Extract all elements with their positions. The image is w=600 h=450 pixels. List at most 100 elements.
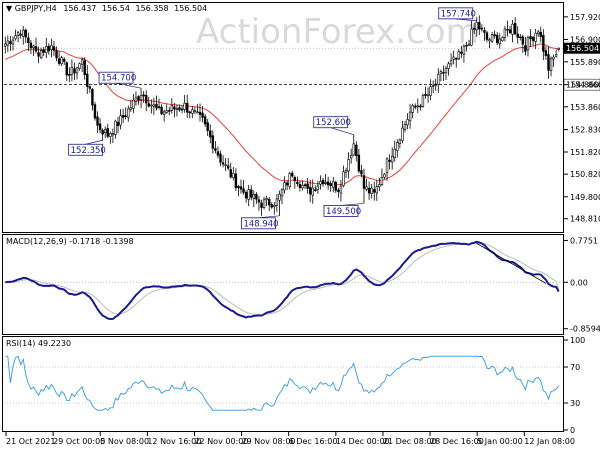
candle-body (91, 88, 94, 106)
candle-body (157, 106, 161, 108)
candle-body (380, 176, 384, 185)
macd-tick-label: 0.7751 (570, 236, 598, 245)
annotation-connector (85, 139, 103, 145)
rsi-tick-label: 0 (570, 426, 575, 435)
candle-body (232, 173, 235, 178)
candle-body (444, 67, 448, 73)
candle-body (260, 202, 263, 208)
macd-tick-label: 0.00 (570, 278, 588, 287)
candle-body (465, 44, 468, 47)
candle-body (306, 183, 309, 189)
price-tick-label: 149.800 (570, 193, 600, 202)
candle-body (70, 66, 74, 75)
candle-body (29, 42, 33, 49)
candle-body (160, 106, 163, 115)
price-tick-label: 152.830 (570, 126, 600, 135)
candle-body (483, 30, 486, 33)
candle-body (414, 105, 417, 108)
candle-body (549, 58, 553, 71)
candle-body (162, 111, 166, 115)
price-tick-label: 150.820 (570, 170, 600, 179)
candle-body (239, 186, 243, 190)
candle-body (183, 102, 186, 110)
candle-body (191, 109, 194, 114)
candle-body (408, 111, 412, 122)
price-axis: 157.920 156.900 155.890 154.860 153.860 152.8… (564, 13, 600, 224)
candle-body (447, 63, 450, 69)
candle-body (124, 115, 127, 118)
candle-body (60, 57, 63, 65)
annotation-label: 152.600 (316, 118, 351, 128)
price-tick-label: 156.900 (570, 35, 600, 44)
candle-body (229, 169, 232, 178)
candle-body (86, 73, 89, 87)
candle-body (470, 28, 473, 46)
annotation-box (98, 71, 134, 84)
candle-body (367, 187, 371, 194)
candle-body (547, 54, 550, 71)
candle-body (185, 102, 189, 113)
candle-body (214, 148, 217, 151)
candle-body (75, 67, 79, 74)
candle-body (198, 111, 202, 115)
candle-body (321, 179, 325, 185)
candle-body (47, 45, 51, 52)
candle-body (273, 205, 276, 207)
candle-body (357, 154, 361, 172)
candle-body (516, 33, 519, 38)
candle-body (219, 153, 222, 163)
candle-body (552, 56, 555, 60)
candle-body (139, 95, 143, 101)
candle-body (57, 58, 61, 64)
candle-body (462, 45, 466, 55)
candle-body (226, 165, 230, 169)
candle-body (129, 107, 133, 110)
candle-body (293, 177, 297, 182)
candle-body (342, 171, 345, 186)
candle-body (244, 191, 248, 199)
candle-body (406, 119, 409, 126)
open-value: 156.437 (63, 4, 96, 13)
candle-body (280, 189, 284, 197)
candle-body (114, 120, 117, 135)
price-tick-label: 153.860 (570, 103, 600, 112)
candle-body (316, 185, 320, 190)
candle-body (221, 162, 225, 165)
candle-body (301, 184, 304, 189)
price-header: ▼ GBPJPY,H4 156.437 156.54 156.358 156.5… (6, 4, 207, 13)
candle-body (257, 199, 261, 203)
annotation-label: 152.350 (71, 146, 106, 156)
candle-body (152, 104, 156, 107)
candle-body (216, 151, 220, 156)
candle-body (145, 95, 148, 104)
candle-body (411, 105, 414, 113)
annotation-box (438, 7, 474, 20)
candle-body (137, 96, 140, 101)
candle-body (267, 198, 271, 206)
time-tick-label: 14 Dec 00:00 (336, 437, 390, 446)
candle-body (524, 45, 527, 52)
candle-body (557, 47, 560, 51)
candle-body (209, 130, 212, 138)
candle-body (314, 189, 317, 191)
candle-body (83, 60, 86, 76)
candle-body (390, 155, 394, 163)
candle-body (488, 39, 491, 42)
rsi-tick-label: 100 (570, 336, 585, 345)
candle-body (275, 198, 279, 206)
candle-body (147, 103, 150, 107)
candle-body (237, 185, 240, 189)
candle-body (467, 43, 471, 46)
candle-body (45, 46, 48, 53)
candle-body (288, 173, 291, 187)
macd-panel (2, 234, 564, 335)
candle-body (385, 158, 389, 173)
candle-body (513, 22, 517, 35)
candle-body (127, 108, 130, 118)
candle-body (134, 97, 138, 102)
candle-body (34, 46, 38, 52)
candle-body (475, 21, 478, 31)
candle-body (116, 122, 120, 127)
candle-body (278, 193, 281, 201)
